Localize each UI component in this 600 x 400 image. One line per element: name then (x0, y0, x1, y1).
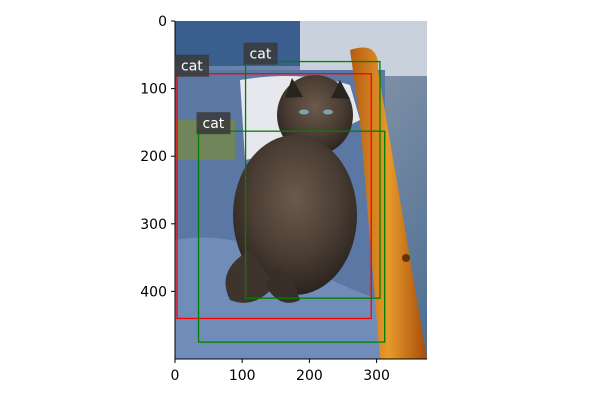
bounding-box (244, 60, 381, 299)
x-ticks: 0 100 200 300 (171, 359, 390, 384)
y-tick-label: 100 (140, 82, 167, 98)
x-tick-label: 100 (229, 368, 256, 384)
x-tick-label: 0 (171, 368, 180, 384)
detections: cat cat cat (175, 42, 386, 343)
detection-box-1: cat (243, 42, 381, 299)
y-tick-label: 400 (140, 284, 167, 300)
y-tick-label: 300 (140, 217, 167, 233)
label-background (196, 112, 231, 135)
axes: 0 100 200 300 0 100 200 300 400 (140, 14, 427, 384)
box-label-text: cat (203, 116, 225, 132)
y-tick-label: 0 (158, 14, 167, 30)
label-background (243, 42, 278, 65)
box-label-text: cat (181, 59, 203, 75)
x-tick-label: 300 (363, 368, 390, 384)
bounding-box (176, 73, 372, 320)
detection-box-2: cat (196, 112, 386, 343)
bounding-box (197, 130, 386, 343)
x-tick-label: 200 (296, 368, 323, 384)
detection-box-0: cat (175, 54, 372, 320)
y-tick-label: 200 (140, 149, 167, 165)
label-background (175, 54, 210, 77)
box-label-text: cat (250, 47, 272, 63)
y-ticks: 0 100 200 300 400 (140, 14, 175, 300)
cat-photo (175, 21, 427, 359)
